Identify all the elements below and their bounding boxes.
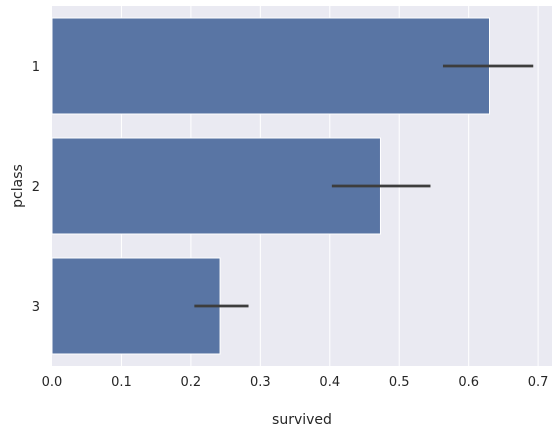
x-tick-labels: 0.0 0.1 0.2 0.3 0.4 0.5 0.6 0.7 [42,375,549,390]
x-tick-label: 0.1 [111,375,132,390]
x-axis-label: survived [272,412,332,428]
x-tick-label: 0.7 [528,375,549,390]
error-bars [194,64,534,308]
y-tick-labels: 1 2 3 [32,60,40,315]
x-tick-label: 0.5 [389,375,410,390]
bar [51,257,221,355]
y-tick-label: 3 [32,300,40,315]
x-tick-label: 0.0 [42,375,63,390]
y-axis-label: pclass [10,164,26,208]
bars [51,17,490,355]
x-tick-label: 0.6 [458,375,479,390]
x-tick-label: 0.3 [250,375,271,390]
x-tick-label: 0.2 [181,375,202,390]
y-tick-label: 2 [32,180,40,195]
x-tick-label: 0.4 [319,375,340,390]
bar [51,17,490,115]
y-tick-label: 1 [32,60,40,75]
bar [51,137,381,235]
